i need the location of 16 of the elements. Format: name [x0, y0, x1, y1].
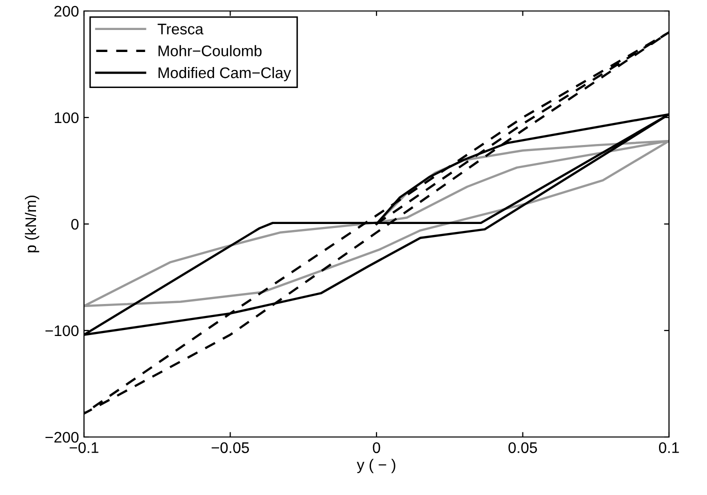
y-tick-label: 200 — [54, 6, 79, 17]
y-tick-label: 0 — [71, 218, 79, 230]
legend-label: Tresca — [158, 24, 204, 34]
y-tick-label: −100 — [45, 325, 79, 336]
legend-label: Mohr−Coulomb — [158, 45, 262, 56]
legend-label: Modified Cam−Clay — [158, 66, 292, 82]
y-tick-label: 100 — [54, 112, 79, 124]
x-tick-label: 0.1 — [658, 442, 679, 454]
x-tick-label: −0.05 — [212, 442, 249, 454]
line-series — [84, 140, 669, 308]
y-tick-label: −200 — [45, 432, 79, 443]
y-axis-title: p (kN/m) — [24, 196, 40, 252]
x-tick-label: −0.1 — [70, 442, 98, 454]
x-tick-label: 0 — [372, 442, 380, 454]
x-axis-title: y ( − ) — [356, 458, 396, 474]
x-tick-label: 0.05 — [508, 442, 537, 454]
